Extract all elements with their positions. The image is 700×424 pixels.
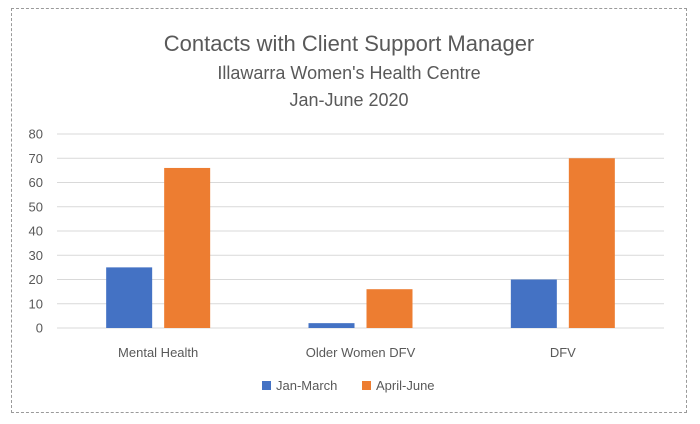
y-tick-label: 20 [29,272,43,287]
y-tick-label: 0 [36,321,43,336]
y-tick-label: 70 [29,151,43,166]
x-tick-label: Older Women DFV [306,345,416,360]
y-tick-label: 10 [29,296,43,311]
y-tick-label: 30 [29,248,43,263]
bar-jan-march-1 [308,323,355,328]
grid-lines [57,133,664,329]
chart-title: Contacts with Client Support Manager [164,31,535,56]
legend-swatch [262,381,271,390]
legend-label: April-June [376,378,435,393]
bars [106,158,615,328]
bar-jan-march-2 [510,279,557,328]
legend-label: Jan-March [276,378,337,393]
chart-subtitle-2: Jan-June 2020 [289,90,408,110]
legend-swatch [362,381,371,390]
x-tick-label: Mental Health [118,345,198,360]
x-axis-ticks: Mental Health Older Women DFV DFV [118,345,576,360]
bar-april-june-2 [568,158,615,328]
y-tick-label: 60 [29,175,43,190]
bar-jan-march-0 [106,267,153,328]
legend: Jan-March April-June [262,378,435,393]
y-tick-label: 40 [29,224,43,239]
bar-april-june-0 [164,167,211,328]
bar-april-june-1 [366,289,413,328]
y-axis-ticks: 0 10 20 30 40 50 60 70 80 [29,127,43,336]
y-tick-label: 50 [29,199,43,214]
y-tick-label: 80 [29,127,43,142]
x-tick-label: DFV [550,345,576,360]
chart-subtitle-1: Illawarra Women's Health Centre [217,63,480,83]
